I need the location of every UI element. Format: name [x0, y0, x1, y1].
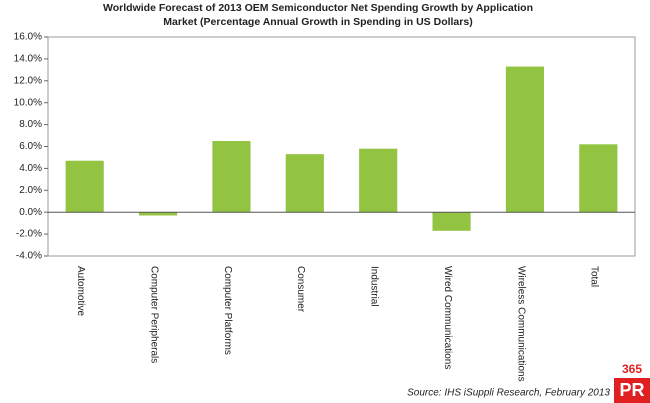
- logo-box: [614, 378, 650, 403]
- x-tick-label: Computer Platforms: [222, 266, 233, 355]
- chart-title: Worldwide Forecast of 2013 OEM Semicondu…: [103, 2, 533, 14]
- bar: [432, 212, 471, 231]
- source: Source: IHS iSuppli Research, February 2…: [407, 388, 610, 399]
- y-tick-label: 14.0%: [14, 54, 42, 65]
- x-tick-label: Wired Communications: [442, 266, 453, 369]
- bar: [212, 141, 251, 213]
- x-tick-label: Automotive: [75, 266, 86, 316]
- x-tick-label: Wireless Communications: [515, 266, 526, 382]
- plot-frame: [47, 36, 636, 257]
- y-tick-label: 0.0%: [19, 207, 42, 218]
- bar: [285, 154, 324, 213]
- bar: [65, 160, 104, 213]
- y-tick-label: -4.0%: [16, 251, 42, 262]
- x-tick-label: Total: [589, 266, 600, 287]
- y-tick-label: 10.0%: [14, 97, 42, 108]
- chart-title: Market (Percentage Annual Growth in Spen…: [163, 16, 472, 28]
- y-tick-label: -2.0%: [16, 229, 42, 240]
- y-tick-label: 12.0%: [14, 75, 42, 86]
- x-tick-label: Consumer: [295, 266, 306, 313]
- x-tick-label: Industrial: [369, 266, 380, 307]
- logo-text: PR: [619, 380, 644, 400]
- bar: [359, 148, 398, 213]
- y-tick-label: 16.0%: [14, 32, 42, 43]
- logo-text: 365: [622, 362, 642, 376]
- bar: [138, 212, 178, 216]
- y-tick-label: 2.0%: [19, 185, 42, 196]
- bar: [505, 66, 545, 213]
- y-tick-label: 6.0%: [19, 141, 42, 152]
- x-tick-label: Computer Peripherals: [148, 266, 159, 363]
- y-tick-label: 4.0%: [19, 163, 42, 174]
- bar: [579, 144, 618, 213]
- y-tick-label: 8.0%: [19, 119, 42, 130]
